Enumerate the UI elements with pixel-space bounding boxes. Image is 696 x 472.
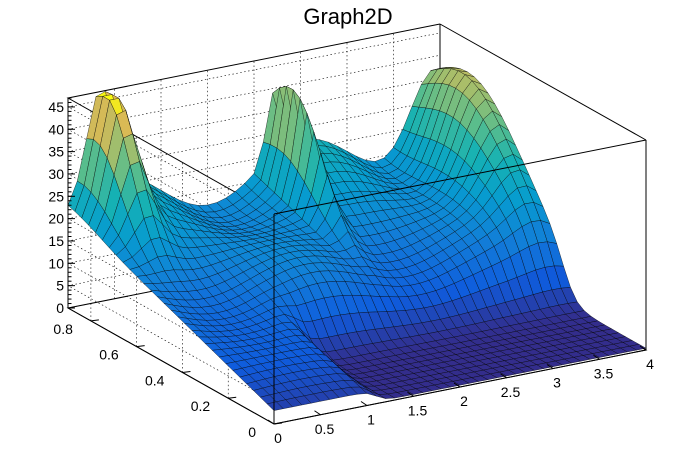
- z-tick-label: 10: [48, 255, 64, 271]
- x-tick-label: 1.5: [408, 402, 428, 418]
- z-tick-label: 5: [56, 278, 64, 294]
- x-tick-mark: [360, 401, 368, 406]
- z-tick-label: 25: [48, 188, 64, 204]
- chart-title: Graph2D: [303, 4, 392, 29]
- z-tick-label: 0: [56, 300, 64, 316]
- x-tick-label: 1: [367, 412, 375, 428]
- x-tick-label: 2: [460, 393, 468, 409]
- x-tick-mark: [453, 382, 461, 388]
- z-tick-label: 35: [48, 144, 64, 160]
- x-axis: 0 0.5 1 1.5 2 2.5 3 3.5 4: [267, 345, 654, 446]
- x-tick-label: 2.5: [501, 384, 521, 400]
- front-frame: [273, 23, 647, 424]
- front-top-edge: [273, 139, 647, 215]
- y-axis: 0 0.2 0.4 0.6 0.8: [53, 307, 283, 440]
- x-tick-label: 3.5: [594, 365, 614, 381]
- y-tick-label: 0.6: [99, 347, 119, 363]
- y-tick-mark: [136, 345, 145, 348]
- z-tick-label: 30: [48, 166, 64, 182]
- x-tick-label: 0: [274, 430, 282, 446]
- y-tick-label: 0.2: [191, 398, 211, 414]
- x-tick-mark: [593, 354, 600, 360]
- x-tick-mark: [639, 345, 647, 351]
- y-tick-mark: [182, 370, 191, 373]
- z-tick-label: 45: [48, 99, 64, 115]
- z-tick-label: 15: [48, 233, 64, 249]
- x-tick-mark: [407, 391, 414, 397]
- y-tick-mark: [90, 319, 99, 322]
- right-top-edge: [439, 23, 647, 141]
- z-tick-label: 20: [48, 211, 64, 227]
- y-tick-label: 0: [248, 424, 256, 440]
- z-axis: 0 5 10 15 20 25 30 35 40 45: [48, 97, 75, 316]
- z-tick-label: 40: [48, 121, 64, 137]
- y-tick-label: 0.8: [53, 321, 73, 337]
- x-tick-mark: [314, 410, 321, 416]
- y-tick-mark: [228, 396, 237, 399]
- x-tick-label: 4: [646, 356, 654, 372]
- x-tick-mark: [500, 373, 507, 379]
- surface-cell: [629, 344, 647, 351]
- y-axis-line: [67, 307, 275, 425]
- x-tick-label: 0.5: [315, 421, 335, 437]
- surface-mesh: [67, 67, 647, 411]
- x-tick-mark: [267, 419, 275, 425]
- x-tick-mark: [546, 364, 554, 369]
- x-tick-label: 3: [553, 375, 561, 391]
- y-tick-label: 0.4: [145, 372, 165, 388]
